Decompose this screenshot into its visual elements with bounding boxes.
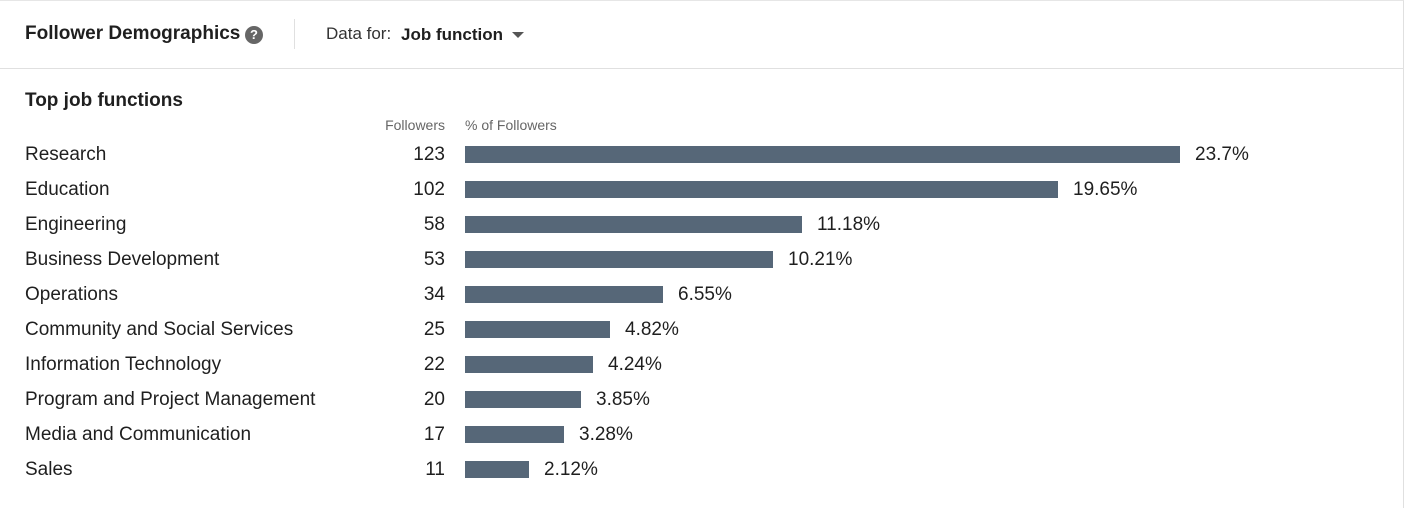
percent-label: 10.21% xyxy=(788,248,853,270)
percent-label: 3.85% xyxy=(596,388,650,410)
percent-label: 4.24% xyxy=(608,353,662,375)
job-function-row: Community and Social Services 25 4.82% xyxy=(0,313,1404,348)
percent-label: 3.28% xyxy=(579,423,633,445)
percent-label: 11.18% xyxy=(817,213,881,235)
data-for-value: Job function xyxy=(401,25,503,44)
job-function-label: Sales xyxy=(25,459,73,480)
data-for-dropdown[interactable]: Job function xyxy=(401,21,524,49)
follower-count: 102 xyxy=(413,179,445,200)
percent-bar xyxy=(465,181,1058,198)
card-header: Follower Demographics ? Data for: Job fu… xyxy=(0,1,1404,69)
job-function-row: Engineering 58 11.18% xyxy=(0,208,1404,243)
job-function-row: Business Development 53 10.21% xyxy=(0,243,1404,278)
percent-label: 4.82% xyxy=(625,318,679,340)
bar-container: 4.82% xyxy=(465,318,679,340)
job-function-label: Operations xyxy=(25,284,118,305)
job-function-row: Media and Communication 17 3.28% xyxy=(0,418,1404,453)
bar-container: 3.85% xyxy=(465,388,650,410)
follower-count: 53 xyxy=(423,249,445,270)
percent-column-header: % of Followers xyxy=(465,117,557,133)
follower-count: 34 xyxy=(423,284,445,305)
follower-count: 22 xyxy=(423,354,445,375)
job-function-label: Information Technology xyxy=(25,354,222,375)
bar-container: 23.7% xyxy=(465,143,1249,165)
job-function-label: Education xyxy=(25,179,110,200)
follower-count: 11 xyxy=(425,459,445,480)
follower-count: 17 xyxy=(423,424,445,445)
percent-bar xyxy=(465,321,610,338)
percent-bar xyxy=(465,461,529,478)
card-title: Follower Demographics xyxy=(25,23,241,44)
follower-count: 123 xyxy=(413,144,445,165)
section-title: Top job functions xyxy=(25,90,183,111)
percent-bar xyxy=(465,216,802,233)
follower-count: 20 xyxy=(423,389,445,410)
percent-label: 19.65% xyxy=(1073,178,1138,200)
percent-bar xyxy=(465,391,581,408)
job-function-list: Research 123 23.7% Education 102 19.65% Engine… xyxy=(0,138,1404,488)
job-function-row: Operations 34 6.55% xyxy=(0,278,1404,313)
percent-bar xyxy=(465,286,663,303)
job-function-label: Business Development xyxy=(25,249,220,270)
bar-container: 6.55% xyxy=(465,283,732,305)
caret-down-icon xyxy=(511,32,524,38)
percent-bar xyxy=(465,251,773,268)
question-circle-icon[interactable]: ? xyxy=(245,26,263,44)
percent-bar xyxy=(465,146,1180,163)
followers-column-header: Followers xyxy=(385,117,445,133)
job-function-row: Sales 11 2.12% xyxy=(0,453,1404,488)
percent-label: 23.7% xyxy=(1195,143,1249,165)
percent-label: 6.55% xyxy=(678,283,732,305)
bar-container: 4.24% xyxy=(465,353,662,375)
bar-container: 10.21% xyxy=(465,248,853,270)
percent-label: 2.12% xyxy=(544,458,598,480)
percent-bar xyxy=(465,356,593,373)
job-function-row: Program and Project Management 20 3.85% xyxy=(0,383,1404,418)
follower-count: 58 xyxy=(423,214,445,235)
job-function-label: Engineering xyxy=(25,214,127,235)
job-function-label: Program and Project Management xyxy=(25,389,316,410)
job-function-row: Research 123 23.7% xyxy=(0,138,1404,173)
bar-container: 3.28% xyxy=(465,423,633,445)
follower-count: 25 xyxy=(423,319,445,340)
data-for-label: Data for: xyxy=(326,24,392,43)
header-divider xyxy=(294,19,295,49)
job-function-label: Community and Social Services xyxy=(25,319,294,340)
bar-container: 19.65% xyxy=(465,178,1138,200)
percent-bar xyxy=(465,426,564,443)
job-function-label: Media and Communication xyxy=(25,424,252,445)
job-function-label: Research xyxy=(25,144,107,165)
bar-container: 11.18% xyxy=(465,213,881,235)
job-function-row: Information Technology 22 4.24% xyxy=(0,348,1404,383)
job-function-row: Education 102 19.65% xyxy=(0,173,1404,208)
bar-container: 2.12% xyxy=(465,458,598,480)
